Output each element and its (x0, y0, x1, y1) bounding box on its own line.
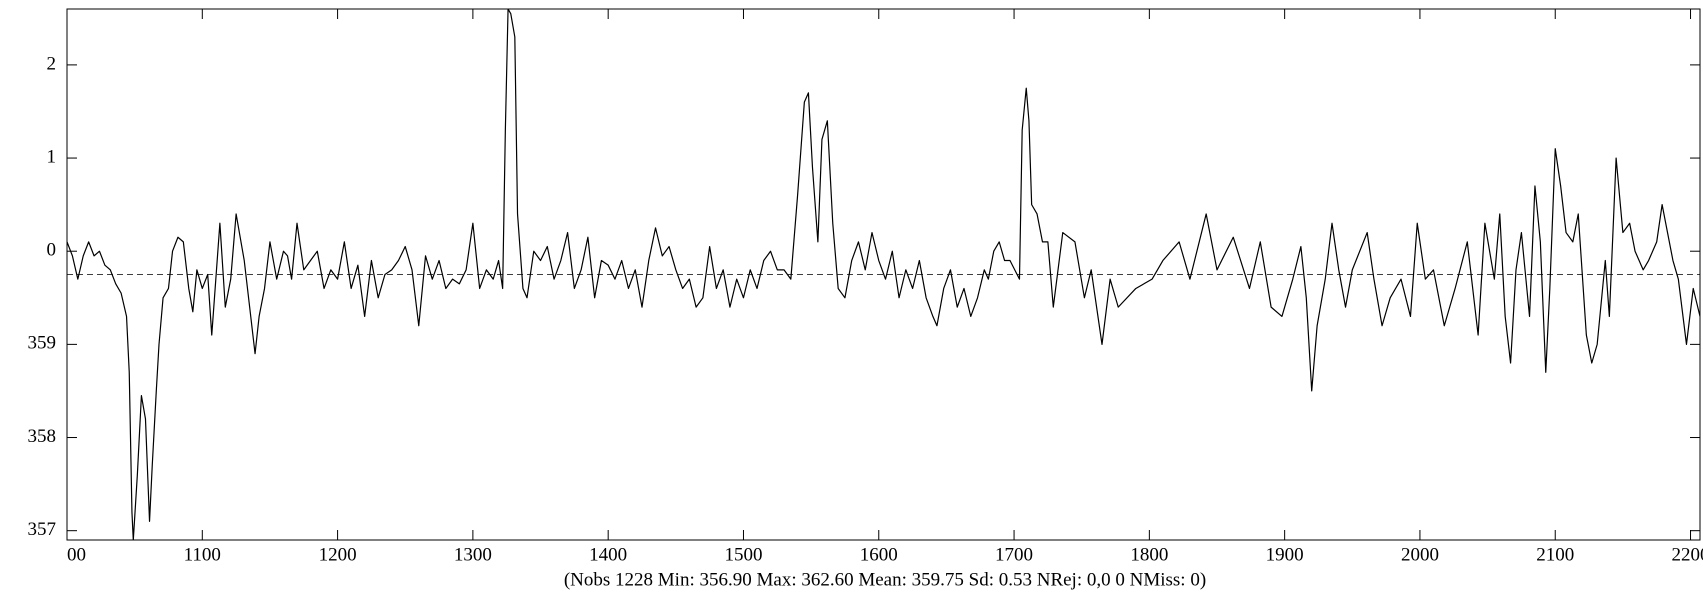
x-axis-label: (Nobs 1228 Min: 356.90 Max: 362.60 Mean:… (564, 569, 1206, 590)
y-tick-label: 359 (28, 333, 57, 354)
x-tick-label: 1000 (48, 544, 86, 565)
y-tick-label: 1 (47, 146, 57, 167)
x-tick-label: 1100 (184, 544, 221, 565)
y-tick-label: 0 (47, 240, 57, 261)
y-tick-label: 358 (28, 426, 57, 447)
x-tick-label: 1300 (454, 544, 492, 565)
x-tick-label: 1200 (319, 544, 357, 565)
x-tick-labels: 1000 1100 1200 1300 1400 1500 1600 1700 1800 1900… (48, 544, 1703, 565)
x-tick-label: 1500 (724, 544, 762, 565)
x-tick-label: 2000 (1401, 544, 1439, 565)
x-tick-label: 2100 (1536, 544, 1574, 565)
x-tick-label: 1900 (1266, 544, 1304, 565)
plot-area (67, 9, 1700, 540)
y-tick-label: 357 (28, 519, 57, 540)
x-tick-label: 1700 (995, 544, 1033, 565)
x-tick-label: 1400 (589, 544, 627, 565)
x-tick-label: 1800 (1130, 544, 1168, 565)
x-tick-label: 2200 (1672, 544, 1703, 565)
data-line (67, 9, 1700, 540)
y-tick-label: 2 (47, 53, 57, 74)
x-tick-label: 1600 (860, 544, 898, 565)
